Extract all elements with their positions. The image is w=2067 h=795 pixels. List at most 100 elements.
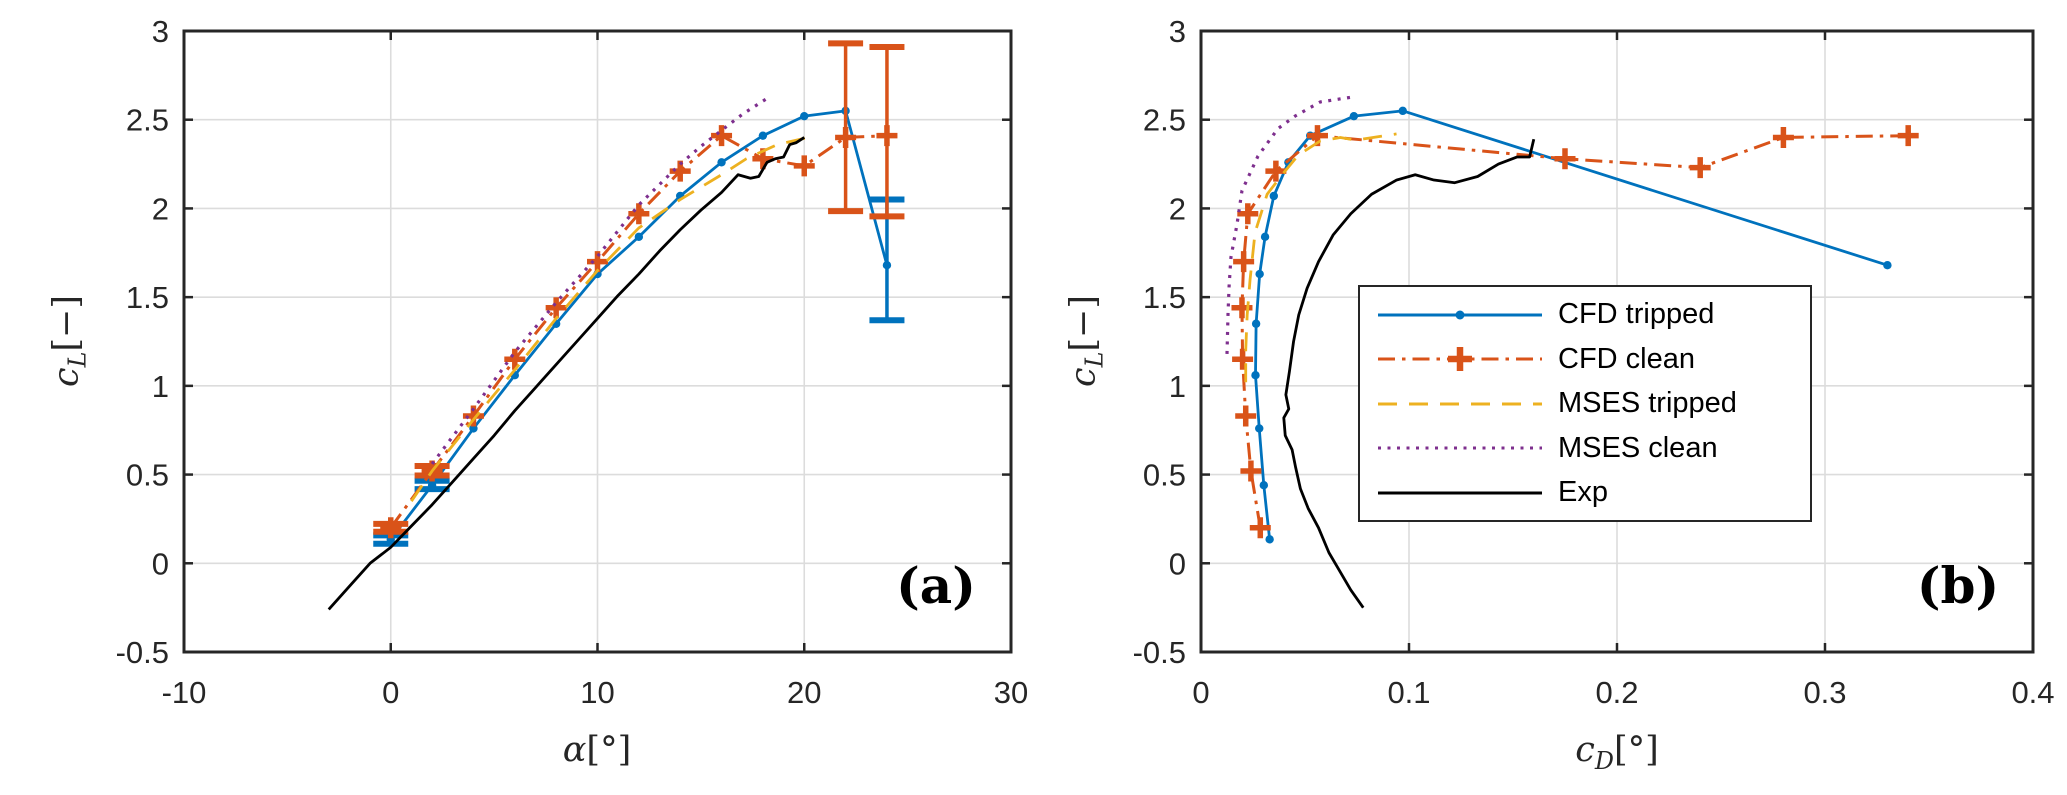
dot-marker [1349, 111, 1359, 121]
ylabel-panel-a: cL[−] [46, 294, 92, 388]
series-mses-tripped [410, 136, 809, 502]
plus-marker [1689, 157, 1711, 179]
tick-labels: -10 0 10 20 30 -0.5 0 0.5 1 1.5 2 2.5 3 [116, 14, 1029, 710]
y-tick-label: -0.5 [1133, 635, 1186, 670]
plus-marker [545, 297, 567, 319]
legend-sample-line [1378, 347, 1542, 371]
plus-marker [1231, 297, 1253, 319]
legend-sample-line [1378, 402, 1542, 405]
y-tick-label: 0 [152, 546, 169, 581]
plus-marker [1232, 348, 1254, 370]
legend-item-label: MSES tripped [1558, 387, 1737, 419]
legend-item: CFD clean [1374, 338, 1810, 380]
series-cfd-tripped [373, 106, 905, 547]
dot-marker [800, 111, 809, 121]
dot-marker [634, 232, 644, 242]
legend-sample-line [1378, 310, 1542, 319]
y-tick-label: 2 [1169, 191, 1186, 226]
legend-item-label: CFD clean [1558, 342, 1695, 375]
y-tick-label: 1 [152, 369, 169, 404]
dot-marker [1260, 232, 1270, 242]
legend-item: MSES tripped [1374, 383, 1810, 425]
series-mses-clean [430, 97, 768, 465]
series-cfd-clean [373, 40, 905, 539]
series-line [1225, 95, 1356, 354]
y-tick-label: 3 [152, 14, 169, 49]
series-exp [1282, 138, 1536, 609]
panel-b-letter: (b) [1916, 556, 2000, 615]
y-tick-label: 2.5 [1143, 103, 1186, 138]
legend-item-label: CFD tripped [1558, 298, 1715, 330]
plus-marker [711, 125, 733, 147]
tick-labels: 0 0.1 0.2 0.3 0.4-0.500.511.522.53 [1133, 14, 2055, 710]
plus-marker [504, 348, 526, 370]
y-tick-label: 2 [152, 191, 169, 226]
y-tick-label: 0 [1169, 546, 1186, 581]
dot-marker [1265, 535, 1274, 544]
plus-marker [1233, 251, 1255, 273]
x-tick-label: -10 [162, 675, 207, 710]
panel-b: 0 0.1 0.2 0.3 0.4-0.500.511.522.53 [1133, 14, 2055, 710]
x-tick-label: 0.4 [2011, 675, 2054, 710]
series-line [430, 97, 768, 465]
y-tick-label: -0.5 [116, 635, 169, 670]
y-tick-label: 1.5 [1143, 280, 1186, 315]
dot-marker [1251, 319, 1261, 328]
x-tick-label: 20 [787, 675, 821, 710]
x-tick-label: 0.1 [1387, 675, 1430, 710]
dot-marker [1255, 269, 1264, 279]
legend-item: MSES clean [1374, 427, 1810, 469]
series-line [1244, 132, 1397, 383]
series-line [1282, 138, 1536, 609]
dot-marker [1251, 371, 1260, 380]
dot-marker [717, 158, 726, 167]
x-tick-label: 10 [580, 675, 614, 710]
dot-marker [882, 261, 892, 270]
plus-marker [1235, 405, 1257, 427]
series-cfd-tripped [1251, 106, 1892, 544]
x-tick-label: 0 [1192, 675, 1209, 710]
dot-marker [1255, 424, 1264, 433]
plus-marker [1554, 148, 1576, 170]
series-mses-tripped [1244, 132, 1397, 383]
x-tick-label: 0 [382, 675, 399, 710]
dot-marker [1269, 191, 1279, 201]
series-exp [327, 136, 806, 611]
dot-marker [758, 131, 768, 140]
series-cfd-clean [1231, 125, 1919, 539]
legend-sample-line [1378, 491, 1542, 494]
legend: CFD tripped CFD clean MSES tripped MSES cle… [1358, 285, 1812, 522]
xlabel-panel-b: cD[°] [1575, 730, 1659, 775]
dot-marker [1398, 106, 1407, 116]
legend-item-label: Exp [1558, 476, 1608, 508]
plus-marker [1265, 160, 1287, 182]
legend-item-label: MSES clean [1558, 431, 1718, 464]
dot-marker [427, 481, 437, 490]
plus-marker [1897, 125, 1919, 147]
plus-marker [835, 126, 857, 148]
tick-marks [1199, 29, 2035, 654]
dot-marker [1883, 261, 1892, 270]
plus-marker [380, 517, 402, 539]
legend-item: Exp [1374, 472, 1810, 514]
series-mses-clean [1225, 95, 1356, 354]
panel-a: -10 0 10 20 30 -0.5 0 0.5 1 1.5 2 2.5 3 [116, 14, 1029, 710]
y-tick-label: 2.5 [126, 103, 169, 138]
y-tick-label: 1 [1169, 369, 1186, 404]
series-line [410, 136, 809, 502]
plus-marker [1237, 203, 1259, 225]
legend-sample-line [1378, 446, 1542, 450]
ylabel-panel-b: cL[−] [1063, 294, 1109, 388]
plus-marker [1240, 460, 1262, 482]
plus-marker [628, 203, 650, 225]
y-tick-label: 3 [1169, 14, 1186, 49]
xlabel-panel-a: α[°] [562, 730, 632, 770]
plus-marker [793, 155, 815, 177]
plus-marker [876, 125, 898, 147]
y-tick-label: 0.5 [1143, 458, 1186, 493]
y-tick-label: 1.5 [126, 280, 169, 315]
panel-a-letter: (a) [896, 556, 976, 615]
series-line [327, 136, 806, 611]
